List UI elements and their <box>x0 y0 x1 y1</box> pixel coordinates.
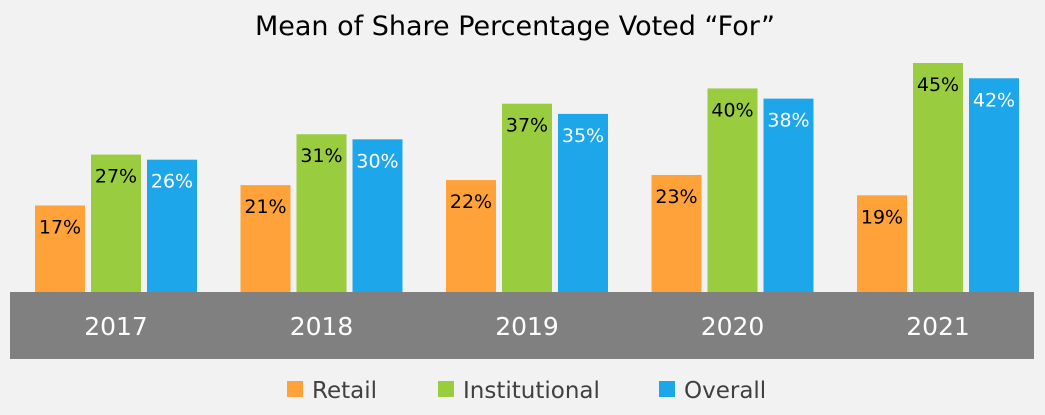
bar-institutional-2021 <box>913 63 963 292</box>
x-tick-2019: 2019 <box>495 312 559 341</box>
data-label-institutional-2021: 45% <box>917 74 959 96</box>
bar-institutional-2020 <box>707 88 758 292</box>
bar-retail-2021 <box>857 195 907 292</box>
data-label-overall-2021: 42% <box>973 89 1015 111</box>
bar-retail-2020 <box>651 174 702 292</box>
bar-overall-2019 <box>558 113 608 292</box>
legend: Retail Institutional Overall <box>287 378 766 404</box>
data-label-retail-2020: 23% <box>655 186 697 208</box>
legend-label-institutional: Institutional <box>463 378 600 404</box>
bar-overall-2020 <box>763 98 814 292</box>
bar-retail-2018 <box>240 185 291 292</box>
legend-swatch-institutional <box>438 381 454 397</box>
bar-overall-2018 <box>352 139 403 292</box>
data-label-overall-2020: 38% <box>767 110 809 132</box>
data-label-institutional-2019: 37% <box>506 115 548 137</box>
x-axis-band <box>10 292 1034 359</box>
bar-institutional-2017 <box>91 154 141 292</box>
bar-institutional-2019 <box>502 103 552 292</box>
x-axis-ticks: 2017 2018 2019 2020 2021 <box>84 312 970 341</box>
data-label-retail-2017: 17% <box>39 216 81 238</box>
x-tick-2020: 2020 <box>701 312 765 341</box>
x-tick-2018: 2018 <box>290 312 354 341</box>
data-label-institutional-2017: 27% <box>95 166 137 188</box>
bar-overall-2021 <box>969 78 1019 293</box>
legend-swatch-overall <box>659 381 675 397</box>
data-label-retail-2021: 19% <box>861 206 903 228</box>
bars-group: 17% 27% 26% 21% 31% 30% 22% 37% 35% 23% 40% 38% 19% 4… <box>35 63 1019 293</box>
legend-swatch-retail <box>287 381 303 397</box>
bar-retail-2017 <box>35 205 85 292</box>
data-label-retail-2018: 21% <box>244 196 286 218</box>
data-label-overall-2017: 26% <box>151 171 193 193</box>
x-tick-2017: 2017 <box>84 312 148 341</box>
bar-institutional-2018 <box>296 134 347 292</box>
legend-label-retail: Retail <box>312 378 377 404</box>
x-tick-2021: 2021 <box>906 312 970 341</box>
data-label-institutional-2020: 40% <box>711 99 753 121</box>
bar-overall-2017 <box>147 159 197 292</box>
bar-retail-2019 <box>446 180 496 292</box>
chart-title: Mean of Share Percentage Voted “For” <box>255 11 775 42</box>
data-label-overall-2019: 35% <box>562 125 604 147</box>
legend-label-overall: Overall <box>684 378 766 404</box>
data-label-institutional-2018: 31% <box>300 145 342 167</box>
data-label-retail-2019: 22% <box>450 191 492 213</box>
data-label-overall-2018: 30% <box>356 150 398 172</box>
